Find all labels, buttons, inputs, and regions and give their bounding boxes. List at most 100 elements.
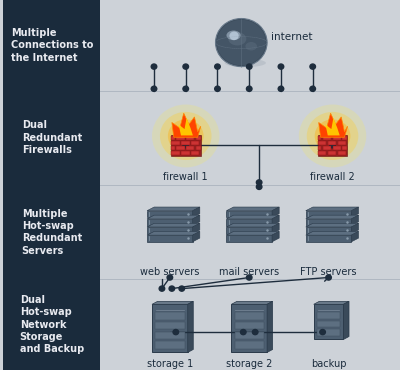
Bar	[318, 135, 348, 156]
Bar	[181, 151, 190, 155]
Polygon shape	[172, 113, 201, 137]
Polygon shape	[351, 207, 358, 218]
Polygon shape	[272, 207, 279, 218]
Bar	[231, 304, 267, 352]
Bar	[191, 141, 200, 145]
Text: storage 2: storage 2	[226, 359, 272, 369]
Circle shape	[217, 20, 266, 65]
Polygon shape	[147, 232, 200, 235]
Circle shape	[246, 275, 252, 280]
Bar	[171, 151, 180, 155]
Circle shape	[183, 64, 188, 69]
Polygon shape	[193, 223, 200, 234]
Bar	[155, 322, 184, 329]
Bar	[318, 141, 326, 145]
Circle shape	[310, 64, 316, 69]
Bar	[338, 141, 346, 145]
Bar	[147, 219, 193, 226]
Text: Dual
Hot-swap
Network
Storage
and Backup: Dual Hot-swap Network Storage and Backup	[20, 295, 84, 354]
Bar	[147, 211, 193, 218]
Bar	[171, 146, 175, 150]
Polygon shape	[272, 232, 279, 242]
Bar	[328, 141, 336, 145]
Polygon shape	[226, 215, 279, 219]
Bar	[147, 227, 193, 234]
Bar	[318, 136, 322, 140]
Bar	[323, 136, 331, 140]
Bar	[323, 146, 331, 150]
Polygon shape	[306, 232, 358, 235]
Bar	[155, 342, 184, 349]
Bar	[338, 151, 346, 155]
Circle shape	[256, 184, 262, 189]
Text: web servers: web servers	[140, 267, 200, 277]
Polygon shape	[319, 113, 348, 137]
Circle shape	[160, 112, 212, 160]
Bar	[155, 332, 184, 339]
Circle shape	[152, 105, 220, 168]
Bar	[3, 185, 100, 279]
Bar	[147, 235, 193, 242]
Bar	[234, 322, 264, 329]
Bar	[191, 151, 200, 155]
Circle shape	[326, 275, 331, 280]
Bar	[317, 329, 340, 336]
Circle shape	[215, 64, 220, 69]
Polygon shape	[326, 118, 340, 135]
Polygon shape	[226, 232, 279, 235]
Bar	[196, 136, 201, 140]
Circle shape	[240, 330, 246, 334]
Polygon shape	[306, 223, 358, 227]
Bar	[176, 146, 184, 150]
Text: Dual
Redundant
Firewalls: Dual Redundant Firewalls	[22, 120, 82, 155]
Polygon shape	[147, 215, 200, 219]
Polygon shape	[152, 301, 193, 304]
Text: mail servers: mail servers	[219, 267, 279, 277]
Circle shape	[167, 275, 173, 280]
Circle shape	[256, 180, 262, 185]
Bar	[3, 279, 100, 370]
Bar	[226, 235, 272, 242]
Bar	[306, 219, 351, 226]
Bar	[181, 141, 190, 145]
Text: firewall 1: firewall 1	[164, 172, 208, 182]
Circle shape	[278, 86, 284, 91]
Bar	[317, 321, 340, 327]
Circle shape	[278, 64, 284, 69]
Bar	[226, 211, 272, 218]
Circle shape	[216, 18, 267, 67]
Bar	[176, 136, 184, 140]
Bar	[186, 136, 194, 140]
Polygon shape	[147, 223, 200, 227]
Ellipse shape	[228, 32, 246, 46]
Polygon shape	[178, 118, 193, 135]
Bar	[196, 146, 201, 150]
Circle shape	[230, 31, 239, 40]
Bar	[171, 141, 180, 145]
Text: Multiple
Connections to
the Internet: Multiple Connections to the Internet	[11, 28, 93, 63]
Bar	[234, 342, 264, 349]
Bar	[171, 135, 201, 156]
Bar	[318, 151, 326, 155]
Circle shape	[159, 286, 165, 291]
Circle shape	[215, 86, 220, 91]
Polygon shape	[351, 232, 358, 242]
Bar	[318, 146, 322, 150]
Bar	[332, 136, 341, 140]
Text: firewall 2: firewall 2	[310, 172, 355, 182]
Circle shape	[183, 86, 188, 91]
Polygon shape	[267, 301, 273, 352]
Bar	[234, 312, 264, 320]
Polygon shape	[193, 215, 200, 226]
Bar	[332, 146, 341, 150]
Bar	[3, 0, 100, 91]
Text: Multiple
Hot-swap
Redundant
Servers: Multiple Hot-swap Redundant Servers	[22, 209, 82, 256]
Polygon shape	[351, 223, 358, 234]
Circle shape	[179, 286, 184, 291]
Bar	[171, 136, 175, 140]
Ellipse shape	[225, 59, 266, 67]
Circle shape	[246, 64, 252, 69]
Circle shape	[168, 120, 204, 153]
Ellipse shape	[226, 31, 241, 40]
Circle shape	[299, 105, 366, 168]
